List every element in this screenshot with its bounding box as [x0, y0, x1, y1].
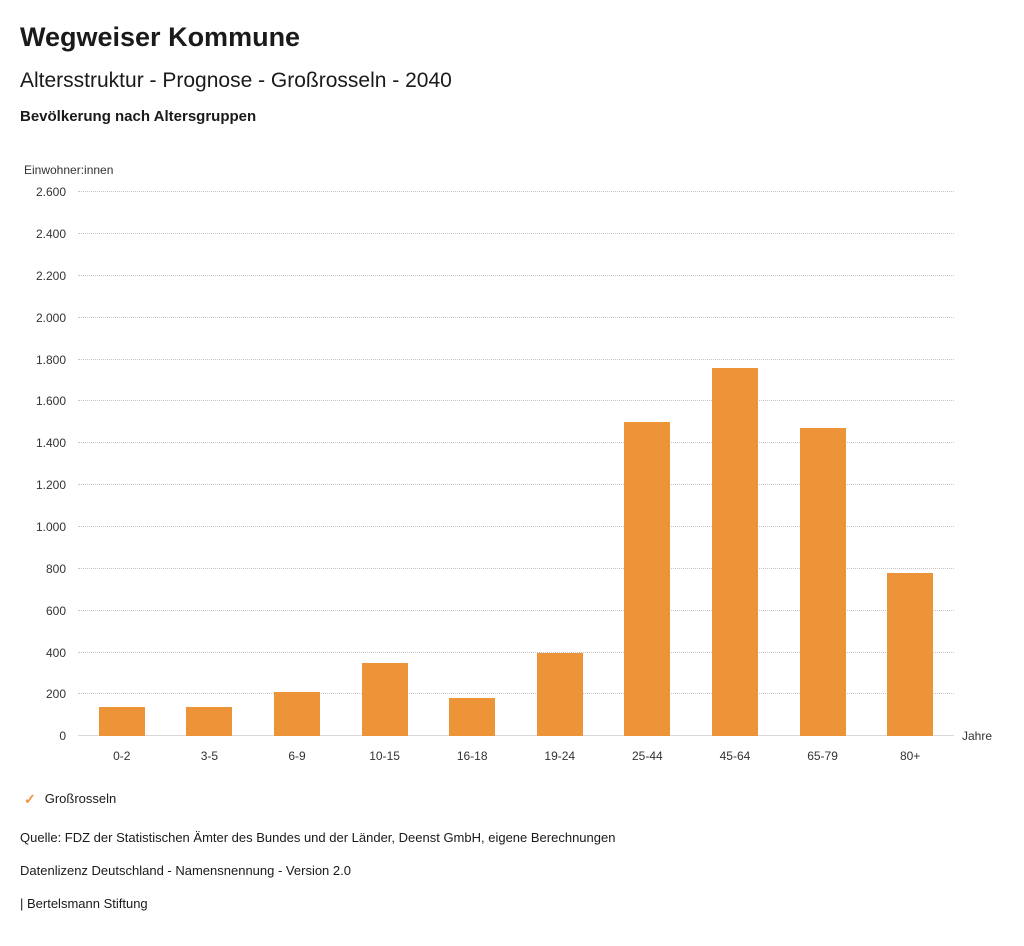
x-tick-label: 45-64: [719, 749, 751, 764]
source-text: Quelle: FDZ der Statistischen Ämter des …: [20, 830, 616, 846]
bar-slot: [253, 192, 341, 737]
bar-65-79[interactable]: [799, 427, 846, 737]
x-tick-label: 16-18: [456, 749, 488, 764]
y-axis-title: Einwohner:innen: [24, 163, 114, 178]
y-tick-label: 2.000: [35, 310, 66, 325]
y-tick-label: 400: [45, 645, 66, 660]
y-axis: 0 200 400 600 800 1.000 1.200 1.400 1.600 1.800 2.…: [20, 185, 78, 743]
y-tick-label: 2.600: [35, 185, 66, 200]
gridline: [78, 191, 954, 193]
x-tick-label: 3-5: [200, 749, 219, 764]
gridline: [78, 233, 954, 235]
gridline: [78, 442, 954, 444]
bar-slot: [691, 192, 779, 737]
bar-45-64[interactable]: [711, 368, 758, 737]
gridline: [78, 358, 954, 360]
y-tick-label: 2.200: [35, 268, 66, 283]
y-tick-label: 0: [59, 729, 66, 744]
bar-25-44[interactable]: [624, 422, 671, 737]
y-tick-label: 1.400: [35, 436, 66, 451]
x-axis: 0-2 3-5 6-9 10-15 16-18 19-24 25-44 45-64 65-79 8…: [20, 736, 1004, 763]
x-tick-label: 10-15: [369, 749, 400, 764]
x-axis-title: Jahre: [962, 729, 993, 744]
bars-container: [78, 192, 954, 737]
bar-slot: [341, 192, 429, 737]
x-axis-left-spacer: [20, 736, 78, 763]
page-title: Altersstruktur - Prognose - Großrosseln …: [20, 69, 452, 93]
gridline: [78, 400, 954, 402]
x-tick-label: 0-2: [113, 749, 131, 764]
gridline: [78, 526, 954, 528]
license-text: Datenlizenz Deutschland - Namensnennung …: [20, 863, 351, 879]
gridline: [78, 567, 954, 569]
y-tick-label: 600: [45, 603, 66, 618]
y-tick-label: 1.200: [35, 478, 66, 493]
bar-6-9[interactable]: [273, 692, 320, 737]
bar-10-15[interactable]: [361, 663, 408, 737]
bar-slot: [78, 192, 166, 737]
gridline: [78, 316, 954, 318]
y-tick-label: 1.000: [35, 520, 66, 535]
attribution-text: | Bertelsmann Stiftung: [20, 896, 148, 912]
x-axis-labels: 0-2 3-5 6-9 10-15 16-18 19-24 25-44 45-64 65-79 8…: [78, 736, 954, 763]
footer: Quelle: FDZ der Statistischen Ämter des …: [20, 830, 1004, 911]
legend-item-grossrosseln[interactable]: ✓ Großrosseln: [24, 791, 1004, 806]
gridline: [78, 274, 954, 276]
bar-0-2[interactable]: [98, 706, 145, 737]
y-tick-label: 1.800: [35, 352, 66, 367]
bar-80+[interactable]: [887, 573, 934, 737]
gridline: [78, 609, 954, 611]
x-tick-label: 19-24: [544, 749, 576, 764]
chart-subtitle: Bevölkerung nach Altersgruppen: [20, 108, 257, 126]
y-tick-label: 200: [45, 687, 66, 702]
gridline: [78, 651, 954, 653]
bar-chart: Einwohner:innen 0 200 400 600 800 1.000 1.200 1…: [20, 163, 1004, 763]
chart-body: 0 200 400 600 800 1.000 1.200 1.400 1.600 1.800 2.…: [20, 185, 1004, 743]
legend-label: Großrosseln: [44, 791, 117, 807]
x-tick-label: 6-9: [288, 749, 306, 764]
y-tick-label: 800: [45, 561, 66, 576]
bar-3-5[interactable]: [186, 706, 233, 737]
brand-title: Wegweiser Kommune: [20, 22, 301, 52]
gridline: [78, 693, 954, 695]
x-tick-label: 25-44: [632, 749, 663, 764]
check-icon: ✓: [24, 790, 36, 807]
y-tick-label: 1.600: [35, 394, 66, 409]
bar-slot: [166, 192, 254, 737]
gridline: [78, 484, 954, 486]
bar-16-18[interactable]: [449, 697, 496, 737]
bar-slot: [604, 192, 692, 737]
bar-slot: [866, 192, 954, 737]
y-tick-label: 2.400: [35, 227, 66, 242]
x-axis-title-column: Jahre: [954, 192, 1004, 743]
plot-area: [78, 191, 954, 737]
x-tick-label: 80+: [899, 749, 921, 764]
bar-19-24[interactable]: [536, 652, 583, 737]
x-axis-line: [78, 735, 954, 737]
bar-slot: [516, 192, 604, 737]
bar-slot: [428, 192, 516, 737]
x-tick-label: 65-79: [807, 749, 838, 764]
bar-slot: [779, 192, 867, 737]
